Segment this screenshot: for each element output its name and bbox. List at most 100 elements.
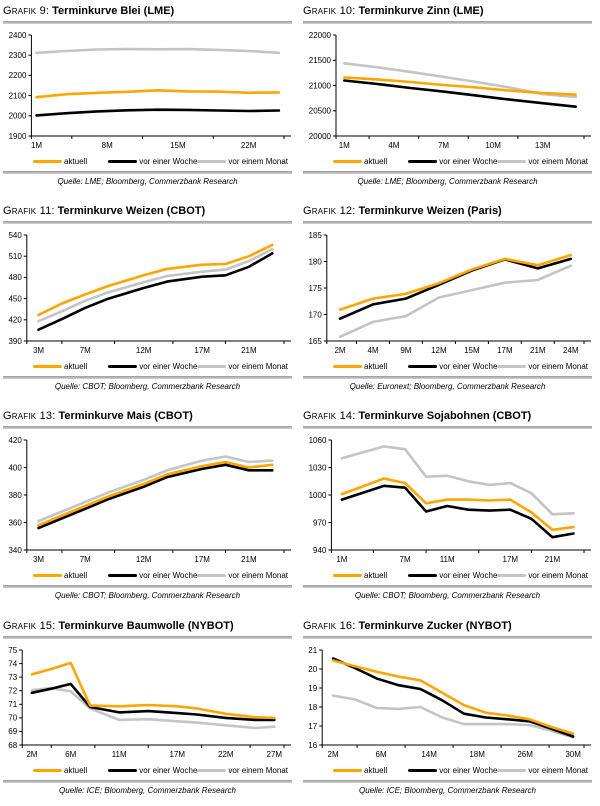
chart-label: Grafik 15: [3,620,56,632]
svg-text:11M: 11M [112,750,127,759]
legend-item-monat: vor einem Monat [197,766,288,775]
svg-text:2M: 2M [328,750,339,759]
source-divider [303,585,592,588]
legend-label: vor einer Woche [439,157,498,166]
legend-item-aktuell: aktuell [33,157,108,166]
svg-text:16: 16 [308,741,317,750]
svg-text:17M: 17M [503,555,519,564]
svg-text:1030: 1030 [309,463,327,472]
source-line: Quelle: LME; Bloomberg, Commerzbank Rese… [57,177,238,186]
legend-item-woche: vor einer Woche [408,362,497,371]
svg-text:8M: 8M [102,141,113,150]
svg-text:21M: 21M [530,346,546,355]
chart-label: Grafik 13: [3,410,56,422]
svg-text:22M: 22M [241,141,257,150]
svg-text:1M: 1M [339,141,350,150]
legend-label: aktuell [64,571,88,580]
svg-text:10M: 10M [485,141,501,150]
line-chart-weizen-paris: 165 170 175 180 185 2M 4M 9M 12M 15M 17M 21M 24M [308,231,591,355]
chart-title-text: Terminkurve Sojabohnen (CBOT) [358,410,532,422]
svg-text:30M: 30M [565,750,581,759]
legend-swatch-aktuell-icon [333,159,362,164]
chart-card-zinn: Grafik 10: Terminkurve Zinn (LME) 20000 20… [300,0,600,200]
legend-swatch-woche-icon [108,364,138,369]
svg-text:68: 68 [8,741,17,750]
svg-text:26M: 26M [517,750,533,759]
svg-text:2200: 2200 [9,71,27,80]
legend-label: aktuell [364,766,388,775]
svg-text:20000: 20000 [309,132,332,141]
legend-item-woche: vor einer Woche [408,571,497,580]
legend-item-aktuell: aktuell [33,766,108,775]
svg-text:940: 940 [313,546,327,555]
legend-item-monat: vor einem Monat [197,157,288,166]
svg-text:450: 450 [8,294,22,303]
svg-text:14M: 14M [421,750,437,759]
svg-text:17M: 17M [194,346,210,355]
chart-title: Grafik 9: Terminkurve Blei (LME) [3,5,292,18]
chart-label: Grafik 16: [303,620,356,632]
svg-text:18: 18 [308,703,317,712]
svg-text:19: 19 [308,684,317,693]
svg-text:4M: 4M [388,141,399,150]
chart-legend: aktuell vor einer Woche vor einem Monat [3,763,292,777]
legend-label: vor einem Monat [528,362,588,371]
chart-title: Grafik 10: Terminkurve Zinn (LME) [303,5,592,18]
svg-text:970: 970 [313,518,327,527]
source-divider [3,585,292,588]
chart-card-mais: Grafik 13: Terminkurve Mais (CBOT) 340 360… [0,405,300,615]
legend-item-woche: vor einer Woche [108,766,197,775]
svg-text:7M: 7M [438,141,449,150]
chart-card-weizen-paris: Grafik 12: Terminkurve Weizen (Paris) 165… [300,200,600,405]
svg-text:7M: 7M [80,555,91,564]
chart-title: Grafik 14: Terminkurve Sojabohnen (CBOT) [303,410,592,423]
svg-text:12M: 12M [136,346,152,355]
legend-label: vor einer Woche [139,157,198,166]
svg-text:3M: 3M [33,346,44,355]
svg-text:175: 175 [308,284,322,293]
legend-swatch-monat-icon [497,159,527,164]
legend-label: aktuell [64,362,88,371]
title-divider [3,636,292,639]
svg-text:27M: 27M [267,750,283,759]
svg-text:22M: 22M [218,750,234,759]
line-chart-zinn: 20000 20500 21000 21500 22000 1M 4M 7M 10M 13M [309,31,591,150]
chart-card-blei: Grafik 9: Terminkurve Blei (LME) 1900 2000… [0,0,300,200]
chart-card-sojabohnen: Grafik 14: Terminkurve Sojabohnen (CBOT) … [300,405,600,615]
svg-text:2M: 2M [334,346,345,355]
chart-label: Grafik 9: [3,5,50,17]
svg-text:21: 21 [308,646,317,655]
legend-swatch-woche-icon [408,573,438,578]
line-chart-sojabohnen: 940 970 1000 1030 1060 1M 7M 11M 17M 21M [309,436,591,564]
title-divider [303,21,592,24]
svg-text:20500: 20500 [309,107,332,116]
svg-text:15M: 15M [464,346,480,355]
legend-label: vor einer Woche [439,362,498,371]
svg-text:420: 420 [8,316,22,325]
source-divider [3,780,292,783]
svg-text:360: 360 [8,518,22,527]
svg-text:540: 540 [8,231,22,240]
legend-swatch-monat-icon [197,573,227,578]
legend-label: vor einem Monat [228,362,288,371]
chart-card-zucker: Grafik 16: Terminkurve Zucker (NYBOT) 16 1… [300,615,600,806]
svg-text:15M: 15M [170,141,186,150]
legend-item-monat: vor einem Monat [497,362,588,371]
legend-label: vor einem Monat [228,766,288,775]
svg-text:21M: 21M [545,555,561,564]
svg-text:165: 165 [308,337,322,346]
source-divider [303,780,592,783]
chart-title: Grafik 12: Terminkurve Weizen (Paris) [303,205,592,218]
legend-swatch-monat-icon [497,364,527,369]
legend-label: vor einer Woche [139,571,198,580]
svg-text:2400: 2400 [9,31,27,40]
svg-text:180: 180 [308,257,322,266]
svg-text:420: 420 [8,436,22,445]
line-chart-blei: 1900 2000 2100 2200 2300 2400 1M 8M 15M 22M [9,31,291,150]
svg-text:1M: 1M [31,141,42,150]
legend-swatch-woche-icon [408,768,438,773]
svg-text:71: 71 [8,700,17,709]
svg-text:2100: 2100 [9,91,27,100]
chart-label: Grafik 12: [303,205,356,217]
